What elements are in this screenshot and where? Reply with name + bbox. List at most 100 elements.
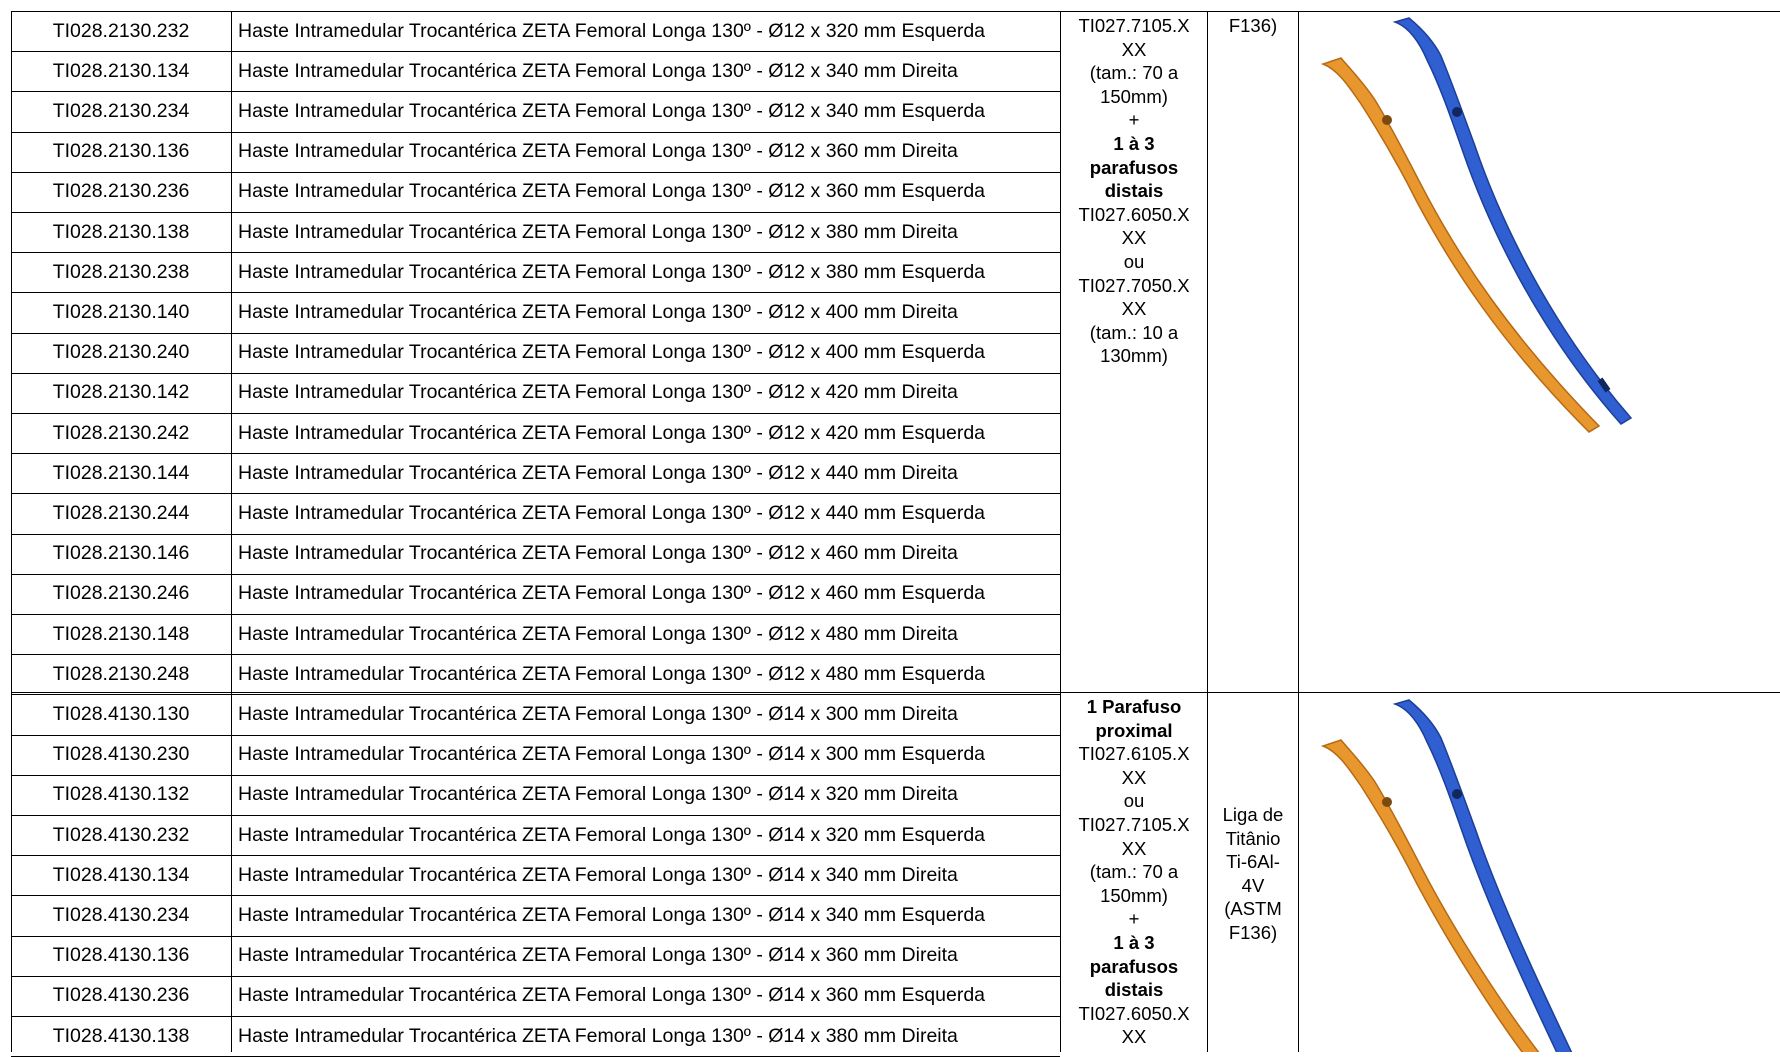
screws-line: 150mm) [1100,85,1168,107]
row-code: TI028.4130.234 [52,903,190,926]
screws-line: distais [1104,180,1164,202]
row-description: Haste Intramedular Trocantérica ZETA Fem… [238,783,958,806]
material-line: F136) [1228,15,1278,36]
row-separator [11,333,1060,334]
row-description: Haste Intramedular Trocantérica ZETA Fem… [238,260,986,283]
row-description: Haste Intramedular Trocantérica ZETA Fem… [238,662,986,685]
screws-line: XX [1121,38,1147,60]
row-code: TI028.4130.132 [52,783,190,806]
row-code: TI028.2130.248 [52,662,190,685]
screws-line: 130mm) [1100,345,1168,367]
material-line: Ti-6Al- [1226,851,1280,873]
row-description: Haste Intramedular Trocantérica ZETA Fem… [238,903,986,926]
material-line: F136) [1228,921,1278,943]
orange-nail [1320,739,1540,1052]
row-code: TI028.2130.134 [52,59,190,82]
row-code: TI028.2130.148 [52,622,190,645]
row-code: TI028.2130.144 [52,461,190,484]
row-separator [11,373,1060,374]
group2-material: Liga de Titânio Ti-6Al- 4V (ASTM F136) [1208,803,1298,945]
row-description: Haste Intramedular Trocantérica ZETA Fem… [238,140,958,163]
screws-line: (tam.: 70 a [1089,62,1179,84]
screws-line: TI027.6050.X [1078,1002,1190,1024]
row-separator [11,735,1060,736]
row-description: Haste Intramedular Trocantérica ZETA Fem… [238,702,958,725]
screws-line: 1 à 3 [1113,931,1155,953]
material-line: Liga de [1222,804,1284,825]
row-description: Haste Intramedular Trocantérica ZETA Fem… [238,622,958,645]
group1-screws: TI027.7105.X XX (tam.: 70 a 150mm) + 1 à… [1061,14,1207,368]
row-description: Haste Intramedular Trocantérica ZETA Fem… [238,542,958,565]
row-code: TI028.4130.134 [52,863,190,886]
screws-line: parafusos [1089,156,1179,178]
row-description: Haste Intramedular Trocantérica ZETA Fem… [238,944,958,967]
row-code: TI028.2130.244 [52,501,190,524]
screws-line: ou [1123,790,1145,812]
screws-line: (tam.: 10 a [1089,321,1179,343]
row-code: TI028.2130.232 [52,19,190,42]
table-border-left [11,11,12,1052]
row-separator [11,694,1060,695]
nail-image-group1 [1320,17,1633,433]
row-code: TI028.4130.236 [52,984,190,1007]
column-divider [231,11,232,1052]
row-description: Haste Intramedular Trocantérica ZETA Fem… [238,461,958,484]
row-separator [11,936,1060,937]
row-separator [11,493,1060,494]
material-line: Titânio [1225,827,1281,849]
nail-image-group2 [1320,699,1573,1052]
row-separator [11,1016,1060,1017]
row-separator [11,654,1060,655]
row-code: TI028.2130.236 [52,180,190,203]
row-description: Haste Intramedular Trocantérica ZETA Fem… [238,743,986,766]
row-code: TI028.2130.138 [52,220,190,243]
screws-line: 1 Parafuso [1086,696,1182,717]
row-separator [11,453,1060,454]
row-code: TI028.2130.140 [52,300,190,323]
row-separator [11,292,1060,293]
screws-line: XX [1121,766,1147,788]
row-separator [11,815,1060,816]
row-code: TI028.2130.246 [52,582,190,605]
row-code: TI028.2130.136 [52,140,190,163]
group1-material: F136) [1208,14,1298,38]
row-description: Haste Intramedular Trocantérica ZETA Fem… [238,823,986,846]
row-separator [11,212,1060,213]
row-separator [11,91,1060,92]
row-separator [11,252,1060,253]
screws-line: parafusos [1089,955,1179,977]
screws-line: 1 à 3 [1113,132,1155,154]
row-description: Haste Intramedular Trocantérica ZETA Fem… [238,341,986,364]
row-description: Haste Intramedular Trocantérica ZETA Fem… [238,300,958,323]
row-code: TI028.4130.136 [52,944,190,967]
row-description: Haste Intramedular Trocantérica ZETA Fem… [238,59,958,82]
screws-line: XX [1121,837,1147,859]
row-separator [11,895,1060,896]
column-divider [1298,11,1299,1052]
row-description: Haste Intramedular Trocantérica ZETA Fem… [238,220,958,243]
row-description: Haste Intramedular Trocantérica ZETA Fem… [238,863,958,886]
blue-nail [1392,699,1573,1052]
screws-line: proximal [1095,719,1173,741]
row-code: TI028.2130.142 [52,381,190,404]
row-code: TI028.4130.232 [52,823,190,846]
group-separator [11,692,1780,693]
column-divider [1060,11,1061,1052]
row-code: TI028.4130.230 [52,743,190,766]
row-code: TI028.2130.240 [52,341,190,364]
screws-line: distais [1104,979,1164,1001]
row-description: Haste Intramedular Trocantérica ZETA Fem… [238,381,958,404]
row-separator [11,51,1060,52]
screws-line: TI027.6105.X [1078,743,1190,765]
row-code: TI028.2130.238 [52,260,190,283]
screws-line: TI027.7105.X [1078,15,1190,36]
screws-line: XX [1121,1026,1147,1048]
screws-line: (tam.: 70 a [1089,861,1179,883]
row-description: Haste Intramedular Trocantérica ZETA Fem… [238,99,986,122]
row-description: Haste Intramedular Trocantérica ZETA Fem… [238,582,986,605]
material-line: 4V [1241,874,1265,896]
row-code: TI028.2130.146 [52,542,190,565]
row-separator [11,172,1060,173]
material-line: (ASTM [1224,898,1282,920]
table-border-top [11,11,1780,12]
